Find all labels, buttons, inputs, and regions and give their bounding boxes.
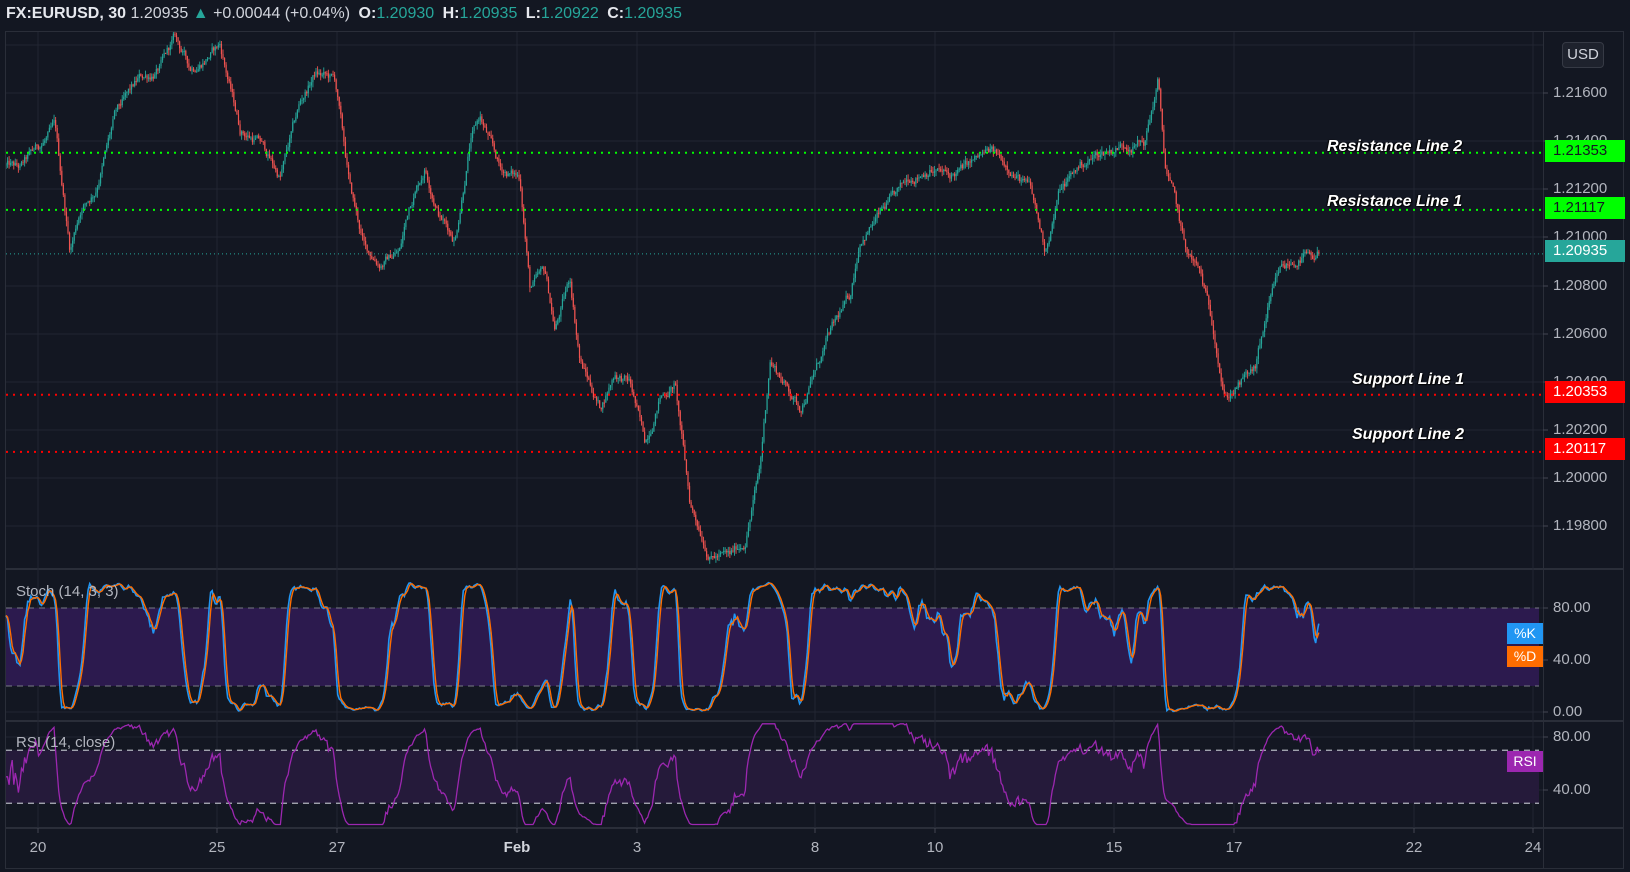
currency-unit-button[interactable]: USD [1562, 42, 1604, 68]
stoch-d-line [5, 582, 1320, 712]
time-axis-tick: 22 [1405, 839, 1423, 856]
price-axis-tick: 1.21600 [1553, 84, 1608, 101]
close-value: 1.20935 [624, 5, 682, 22]
price-axis-tick: 1.19800 [1553, 517, 1608, 534]
resistance-line-2-label[interactable]: Resistance Line 2 [1327, 138, 1463, 155]
chart-legend-header: FX:EURUSD, 30 1.20935 ▲ +0.00044 (+0.04%… [6, 2, 682, 26]
time-axis-tick: 15 [1105, 839, 1123, 856]
time-axis-tick: 17 [1225, 839, 1243, 856]
price-change: +0.00044 (+0.04%) [213, 5, 351, 22]
rsi-axis-tick: 40.00 [1553, 781, 1591, 798]
time-axis-tick: 3 [632, 839, 642, 856]
time-axis-tick: 27 [328, 839, 346, 856]
high-label: H: [442, 5, 460, 22]
rsi-tag: RSI [1507, 751, 1543, 772]
resistance-line-1-label[interactable]: Resistance Line 1 [1327, 193, 1463, 210]
stoch-axis-tick: 0.00 [1553, 703, 1583, 720]
high-value: 1.20935 [459, 5, 518, 22]
time-axis-tick: 10 [926, 839, 944, 856]
support-line-1-label[interactable]: Support Line 1 [1352, 371, 1464, 388]
time-axis-tick: 20 [29, 839, 47, 856]
close-label: C: [607, 5, 625, 22]
rsi-axis-tick: 80.00 [1553, 728, 1591, 745]
triangle-up-icon: ▲ [192, 5, 209, 22]
price-line-tag: 1.20935 [1545, 240, 1625, 262]
stoch-axis-tick: 80.00 [1553, 599, 1591, 616]
low-value: 1.20922 [540, 5, 599, 22]
price-axis-tick: 1.20000 [1553, 469, 1608, 486]
low-label: L: [525, 5, 541, 22]
stoch-axis-tick: 40.00 [1553, 651, 1591, 668]
price-axis-tick: 1.21200 [1553, 180, 1608, 197]
rsi-indicator-title[interactable]: RSI (14, close) [16, 734, 116, 751]
stoch-k-tag: %K [1507, 623, 1543, 644]
open-label: O: [358, 5, 377, 22]
time-axis-tick: 24 [1524, 839, 1542, 856]
stoch-k-line [5, 581, 1320, 713]
time-axis-tick: Feb [503, 839, 531, 856]
last-price: 1.20935 [130, 5, 189, 22]
price-line-tag: 1.20117 [1545, 438, 1625, 460]
price-line-tag: 1.21353 [1545, 140, 1625, 162]
stoch-d-tag: %D [1507, 646, 1543, 667]
time-axis-tick: 8 [810, 839, 820, 856]
symbol-label[interactable]: FX:EURUSD, 30 [6, 5, 127, 22]
support-line-2-label[interactable]: Support Line 2 [1352, 426, 1464, 443]
time-axis-tick: 25 [208, 839, 226, 856]
open-value: 1.20930 [376, 5, 435, 22]
price-line-tag: 1.21117 [1545, 197, 1625, 219]
price-line-tag: 1.20353 [1545, 381, 1625, 403]
price-axis-tick: 1.20800 [1553, 277, 1608, 294]
price-axis-tick: 1.20200 [1553, 421, 1608, 438]
stoch-indicator-title[interactable]: Stoch (14, 3, 3) [16, 583, 119, 600]
rsi-line [6, 722, 1320, 826]
candlestick-series [6, 32, 1320, 564]
price-axis-tick: 1.20600 [1553, 325, 1608, 342]
